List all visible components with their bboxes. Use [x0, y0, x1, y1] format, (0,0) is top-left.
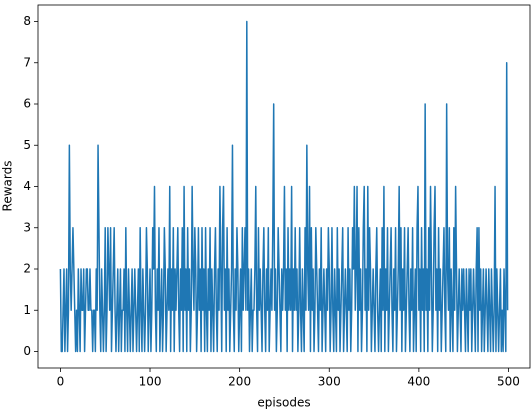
y-axis-label: Rewards [1, 161, 15, 212]
y-tick-label: 1 [23, 303, 31, 317]
y-tick-label: 7 [23, 55, 31, 69]
y-tick-label: 2 [23, 262, 31, 276]
x-tick-label: 200 [228, 375, 251, 389]
x-tick-label: 300 [318, 375, 341, 389]
y-tick-label: 6 [23, 97, 31, 111]
y-tick-label: 5 [23, 138, 31, 152]
y-tick-label: 0 [23, 344, 31, 358]
x-tick-label: 500 [497, 375, 520, 389]
y-tick-label: 3 [23, 220, 31, 234]
line-series [59, 20, 509, 353]
x-tick-label: 400 [407, 375, 430, 389]
x-axis-label: episodes [257, 396, 310, 410]
y-tick-label: 8 [23, 14, 31, 28]
x-tick-label: 100 [139, 375, 162, 389]
x-tick-label: 0 [57, 375, 65, 389]
y-tick-label: 4 [23, 179, 31, 193]
